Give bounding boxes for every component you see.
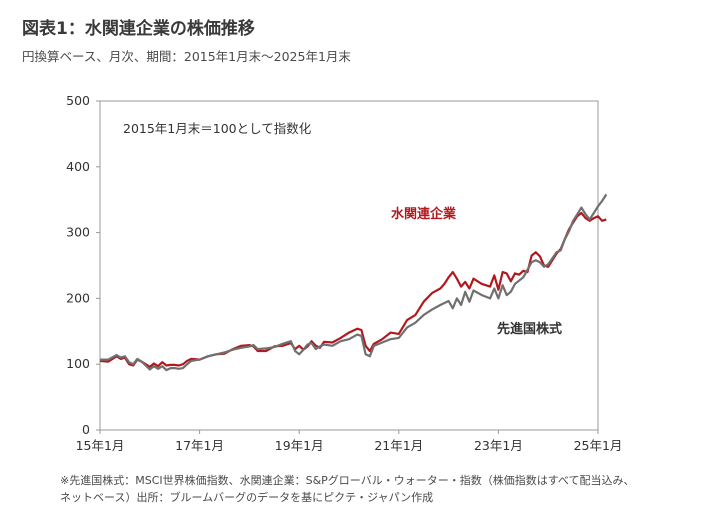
line-chart: 0 100 200 300 400 500 15年1月 17年1月 19年1月 21年1月 23年1… (66, 93, 623, 453)
series-line-developed (100, 193, 608, 372)
footnote-line-2: ネットベース）出所：ブルームバーグのデータを基にピクテ・ジャパン作成 (60, 491, 434, 504)
y-tick-label: 200 (66, 290, 90, 305)
y-tick-label: 0 (82, 422, 90, 437)
footnote-line-1: ※先進国株式：MSCI世界株価指数、水関連企業：S&Pグローバル・ウォーター・指… (60, 474, 635, 487)
x-tick-label: 23年1月 (474, 438, 523, 453)
series-label-developed: 先進国株式 (497, 321, 562, 337)
chart-subtitle: 円換算ベース、月次、期間：2015年1月末～2025年1月末 (22, 49, 351, 64)
y-tick-label: 500 (66, 93, 90, 108)
y-tick-label: 300 (66, 225, 90, 240)
y-tick-label: 400 (66, 159, 90, 174)
footnote: ※先進国株式：MSCI世界株価指数、水関連企業：S&Pグローバル・ウォーター・指… (60, 472, 710, 506)
x-tick-label: 25年1月 (574, 438, 623, 453)
chart-title: 図表1：水関連企業の株価推移 (22, 19, 255, 39)
index-annotation: 2015年1月末＝100として指数化 (123, 121, 312, 136)
series-line-water (99, 211, 607, 368)
x-tick-label: 19年1月 (275, 438, 324, 453)
y-tick-label: 100 (66, 356, 90, 371)
series-label-water: 水関連企業 (391, 206, 457, 222)
x-tick-label: 21年1月 (374, 438, 423, 453)
plot-frame (99, 100, 599, 431)
x-tick-label: 15年1月 (76, 438, 125, 453)
x-tick-label: 17年1月 (175, 438, 224, 453)
